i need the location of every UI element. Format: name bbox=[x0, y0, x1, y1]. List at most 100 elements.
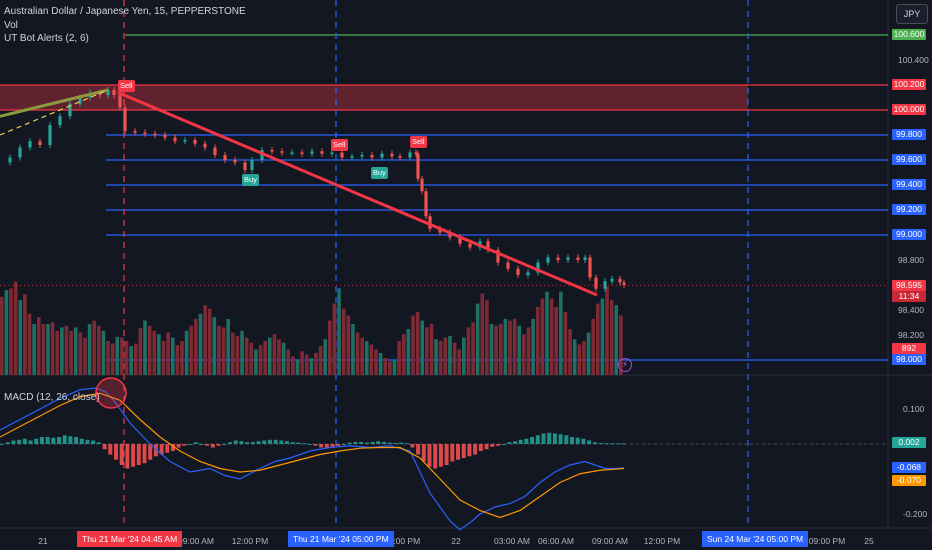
time-label-1: 09:00 AM bbox=[178, 536, 214, 546]
macd-histogram-bar bbox=[285, 441, 289, 444]
volume-bar bbox=[281, 342, 286, 375]
candle-body bbox=[290, 152, 294, 154]
volume-bar bbox=[346, 315, 351, 375]
candle-body bbox=[350, 156, 354, 158]
volume-bar bbox=[83, 337, 87, 375]
macd-histogram-bar bbox=[456, 444, 460, 460]
macd-histogram-bar bbox=[467, 444, 472, 457]
volume-bar bbox=[401, 334, 406, 375]
volume-bar bbox=[170, 337, 175, 375]
macd-signal-line bbox=[0, 392, 625, 519]
time-highlight-1: Thu 21 Mar '24 05:00 PM bbox=[288, 531, 394, 547]
alert-bolt-icon[interactable]: ⚡ bbox=[618, 358, 632, 372]
candle-body bbox=[536, 262, 540, 273]
level-tag-8: 98.000 bbox=[892, 354, 926, 365]
chart-title: Australian Dollar / Japanese Yen, 15, PE… bbox=[4, 6, 246, 17]
volume-bar bbox=[563, 312, 568, 375]
volume-bar bbox=[27, 313, 32, 375]
price-tick-9: 98.200 bbox=[898, 330, 924, 340]
time-label-8: 12:00 PM bbox=[643, 536, 681, 546]
signal-buy-1[interactable]: Buy bbox=[242, 174, 259, 186]
volume-bar bbox=[124, 341, 129, 375]
macd-histogram-bar bbox=[74, 437, 79, 444]
volume-bar bbox=[540, 298, 545, 375]
countdown-tag: 11:34 bbox=[892, 290, 926, 302]
candle-body bbox=[424, 191, 428, 217]
candle-body bbox=[300, 152, 304, 154]
legend-macd[interactable]: MACD (12, 26, close) bbox=[4, 392, 100, 403]
macd-histogram-bar bbox=[210, 444, 215, 448]
candle-body bbox=[8, 157, 12, 163]
signal-sell-0[interactable]: Sell bbox=[118, 80, 135, 92]
volume-bar bbox=[420, 320, 425, 375]
macd-histogram-bar bbox=[34, 438, 39, 444]
volume-bar bbox=[429, 324, 434, 375]
candle-body bbox=[203, 143, 207, 148]
macd-histogram-bar bbox=[490, 444, 495, 447]
macd-histogram-bar bbox=[125, 444, 130, 469]
volume-bar bbox=[46, 324, 50, 375]
macd-histogram-bar bbox=[501, 444, 506, 445]
macd-histogram-bar bbox=[387, 442, 392, 444]
macd-histogram-bar bbox=[5, 442, 10, 444]
candle-body bbox=[133, 131, 137, 133]
volume-bar bbox=[462, 337, 466, 375]
macd-histogram-bar bbox=[96, 442, 101, 444]
volume-bar bbox=[309, 358, 314, 375]
volume-bar bbox=[489, 324, 494, 375]
volume-bar bbox=[448, 335, 452, 375]
currency-button[interactable]: JPY bbox=[896, 4, 928, 24]
volume-bar bbox=[152, 330, 157, 375]
macd-histogram-bar bbox=[376, 441, 381, 444]
time-label-0: 21 bbox=[38, 536, 48, 546]
volume-tag: 892 bbox=[892, 343, 926, 354]
volume-bar bbox=[138, 328, 143, 375]
signal-buy-3[interactable]: Buy bbox=[371, 167, 388, 179]
candle-body bbox=[118, 95, 122, 108]
macd-histogram-bar bbox=[159, 444, 164, 455]
macd-histogram-bar bbox=[399, 442, 403, 444]
signal-sell-2[interactable]: Sell bbox=[331, 139, 348, 151]
macd-histogram-bar bbox=[342, 444, 346, 445]
volume-bar bbox=[157, 334, 161, 375]
macd-histogram-bar bbox=[438, 444, 443, 467]
volume-bar bbox=[314, 352, 318, 375]
trendline-red bbox=[117, 91, 598, 297]
macd-histogram-bar bbox=[165, 444, 170, 453]
candle-body bbox=[340, 152, 344, 158]
macd-histogram-bar bbox=[228, 442, 232, 444]
candle-body bbox=[243, 162, 247, 170]
volume-bar bbox=[577, 344, 582, 375]
macd-histogram-bar bbox=[564, 435, 569, 444]
level-tag-6: 99.200 bbox=[892, 204, 926, 215]
macd-histogram-bar bbox=[142, 444, 147, 464]
legend-ut-bot[interactable]: UT Bot Alerts (2, 6) bbox=[4, 33, 89, 44]
volume-bar bbox=[231, 332, 235, 375]
candle-body bbox=[583, 257, 587, 260]
volume-bar bbox=[591, 318, 595, 375]
candle-body bbox=[106, 90, 110, 95]
volume-bar bbox=[355, 332, 360, 375]
candle-body bbox=[556, 257, 560, 260]
volume-bar bbox=[203, 305, 207, 375]
volume-bar bbox=[406, 329, 411, 375]
volume-bar bbox=[535, 307, 540, 375]
volume-bar bbox=[526, 327, 531, 375]
volume-bar bbox=[32, 324, 36, 375]
volume-bar bbox=[240, 330, 244, 375]
volume-bar bbox=[221, 327, 226, 375]
time-highlight-2: Sun 24 Mar '24 05:00 PM bbox=[702, 531, 809, 547]
volume-bar bbox=[452, 342, 457, 375]
macd-tag-0: 0.002 bbox=[892, 437, 926, 449]
volume-bar bbox=[388, 361, 392, 375]
macd-histogram-bar bbox=[79, 438, 84, 444]
signal-sell-4[interactable]: Sell bbox=[410, 136, 427, 148]
candle-body bbox=[438, 228, 442, 233]
volume-bar bbox=[166, 332, 170, 375]
legend-volume[interactable]: Vol bbox=[4, 20, 18, 31]
volume-bar bbox=[582, 341, 586, 375]
macd-histogram-bar bbox=[319, 444, 324, 448]
volume-bar bbox=[263, 341, 267, 375]
